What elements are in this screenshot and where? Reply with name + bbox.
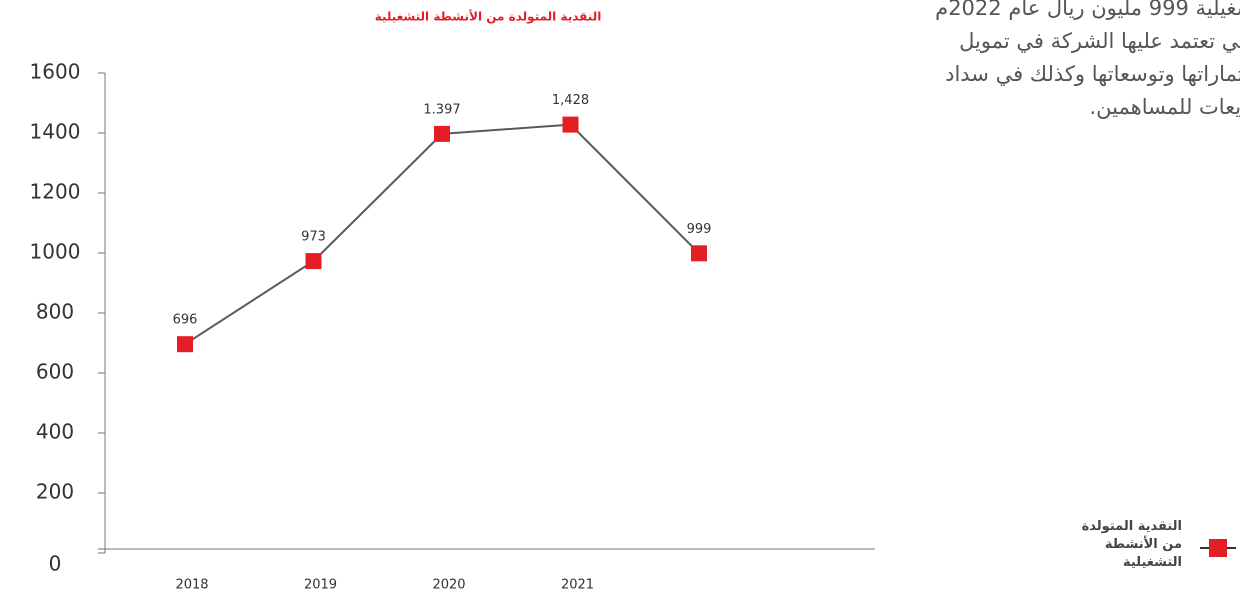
data-label: 1,428 xyxy=(552,93,589,108)
point-marker xyxy=(562,116,579,133)
point-marker xyxy=(691,245,707,262)
chart-title: النقدية المتولدة من الأنشطة التشغيلية xyxy=(375,9,602,25)
data-label: 1.397 xyxy=(423,102,460,117)
data-label: 973 xyxy=(301,230,326,245)
x-tick-label: 2020 xyxy=(432,578,465,593)
point-marker xyxy=(305,253,322,270)
x-tick-label: 2019 xyxy=(304,578,337,593)
y-tick-label: 400 xyxy=(36,420,74,444)
paragraph-line: والتي تعتمد عليها الشركة في تمويل xyxy=(959,29,1240,53)
x-tick-label: 2018 xyxy=(175,578,208,593)
paragraph-line: لتشغيلية 999 مليون ريال عام 2022م xyxy=(935,0,1240,20)
y-tick-label: 1000 xyxy=(30,240,81,264)
data-label: 999 xyxy=(687,222,712,237)
point-marker xyxy=(434,125,450,142)
paragraph-line: توزيعات للمساهمين. xyxy=(1089,95,1240,119)
paragraph-line: ستثماراتها وتوسعاتها وكذلك في سداد xyxy=(945,62,1240,86)
y-tick-label: 1400 xyxy=(30,120,81,144)
x-tick-label: 2021 xyxy=(561,578,594,593)
series-line xyxy=(184,123,700,346)
legend: النقدية المتولدة من الأنشطة التشغيلية xyxy=(1010,518,1190,572)
y-tick-label: 200 xyxy=(36,480,74,504)
y-tick-label: 1600 xyxy=(30,60,81,84)
y-tick-label: 600 xyxy=(36,360,74,384)
point-marker xyxy=(177,336,193,353)
side-paragraph: لتشغيلية 999 مليون ريال عام 2022م والتي ت… xyxy=(800,0,1240,124)
data-label: 696 xyxy=(173,313,198,328)
y-tick-label: 1200 xyxy=(30,180,81,204)
legend-marker xyxy=(1209,539,1227,557)
y-tick-label: 800 xyxy=(36,300,74,324)
y-tick-label: 0 xyxy=(49,552,62,576)
legend-label: النقدية المتولدة من الأنشطة التشغيلية xyxy=(1081,519,1182,570)
